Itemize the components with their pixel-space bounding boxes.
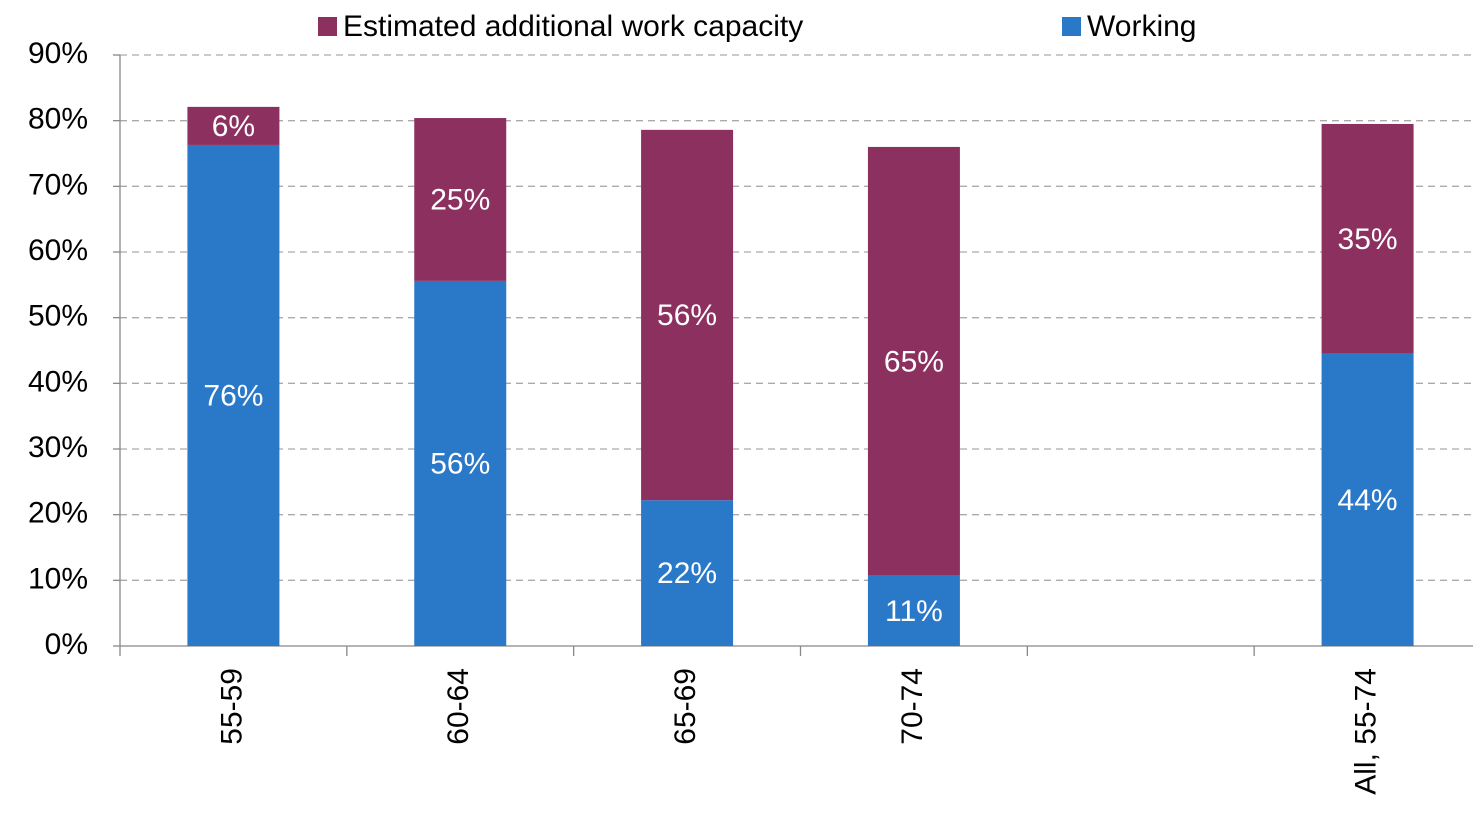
bar-segment [641,129,734,501]
y-tick-label: 40% [28,365,88,398]
value-label: 22% [657,557,717,590]
legend-label: Working [1087,10,1196,43]
value-label: 6% [212,110,255,143]
y-tick-label: 30% [28,431,88,464]
y-tick-label: 20% [28,497,88,530]
value-label: 11% [885,595,943,628]
bar-segment [414,280,507,646]
legend-swatch [1062,17,1081,36]
value-label: 56% [657,299,717,332]
y-tick-label: 70% [28,168,88,201]
legend-label: Estimated additional work capacity [343,10,803,43]
value-label: 44% [1338,484,1398,517]
value-label: 56% [430,447,490,480]
bar-segment [867,146,960,576]
y-tick-label: 90% [28,37,88,70]
y-tick-label: 60% [28,234,88,267]
bar-segment [187,106,280,145]
bar-segment [867,575,960,646]
x-tick-label: 60-64 [442,668,475,745]
y-tick-label: 10% [28,562,88,595]
x-tick-label: 65-69 [669,668,702,745]
value-label: 65% [884,345,944,378]
value-label: 25% [430,183,490,216]
bar-segment [414,118,507,281]
y-tick-label: 80% [28,103,88,136]
bar-segment [641,500,734,646]
x-tick-label: 55-59 [215,668,248,745]
x-tick-label: 70-74 [896,668,929,745]
x-tick-label: All, 55-74 [1350,668,1383,795]
bar-segment [1321,123,1414,354]
y-tick-label: 50% [28,300,88,333]
bar-segment [187,144,280,647]
y-tick-label: 0% [45,628,88,661]
legend-swatch [318,17,337,36]
value-label: 76% [203,379,263,412]
bar-segment [1321,353,1414,646]
value-label: 35% [1338,223,1398,256]
